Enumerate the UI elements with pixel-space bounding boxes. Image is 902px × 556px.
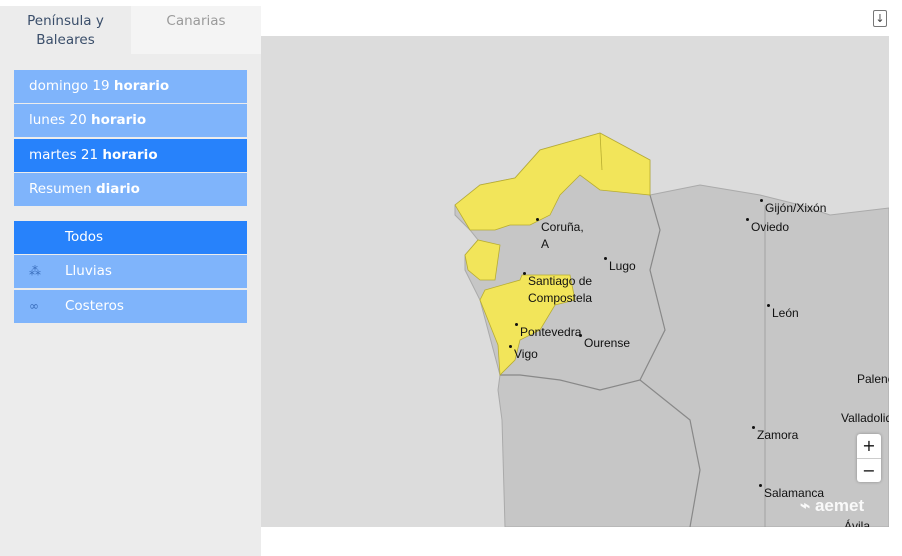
city-label: Vigo <box>509 345 538 361</box>
city-label: Salamanca <box>758 484 825 500</box>
day-label: lunes 20 <box>29 112 87 128</box>
city-label: Palencia <box>857 372 889 386</box>
zoom-in-button[interactable]: + <box>862 436 876 455</box>
day-label: martes 21 <box>29 147 99 163</box>
rain-icon: ⁂ <box>29 264 41 278</box>
phenomenon-label: Lluvias <box>65 263 112 279</box>
scroll-area <box>889 36 902 527</box>
phenomenon-todos[interactable]: Todos <box>14 221 247 254</box>
city-label: Gijón/Xixón <box>759 199 827 215</box>
logo-text: aemet <box>814 496 865 515</box>
city-label: Zamora <box>751 426 799 442</box>
warning-map[interactable] <box>261 36 889 527</box>
summary-daily[interactable]: Resumen diario <box>14 173 247 206</box>
city-label: Pontevedra <box>514 323 582 339</box>
day-mode: horario <box>90 112 147 128</box>
city-label: Santiago de Compostela <box>523 272 598 307</box>
border-line <box>639 379 701 527</box>
zoom-out-button[interactable]: − <box>857 458 881 482</box>
aemet-logo: ⌁ aemet <box>800 496 865 515</box>
day-lunes-20[interactable]: lunes 20 horario <box>14 104 247 137</box>
coastal-icon: ∞ <box>29 299 39 313</box>
day-label: Resumen <box>29 181 92 197</box>
phenomenon-label: Costeros <box>65 298 124 314</box>
day-mode: diario <box>95 181 140 197</box>
day-martes-21[interactable]: martes 21 horario <box>14 139 247 172</box>
city-label: Lugo <box>604 257 636 273</box>
city-label: Ourense <box>578 334 631 350</box>
city-label: Valladolid <box>841 411 889 425</box>
phenomenon-label: Todos <box>65 229 104 245</box>
tab-canarias[interactable]: Canarias <box>131 6 261 54</box>
city-label: Ávila <box>844 519 871 527</box>
city-label: Coruña, A <box>536 218 591 253</box>
phenomenon-lluvias[interactable]: ⁂ Lluvias <box>14 255 247 288</box>
zoom-control: + − <box>857 434 881 482</box>
day-label: domingo 19 <box>29 78 110 94</box>
city-label: Oviedo <box>745 218 790 234</box>
warning-area-coast <box>464 239 501 281</box>
city-label: León <box>767 304 799 320</box>
day-domingo-19[interactable]: domingo 19 horario <box>14 70 247 103</box>
warning-area-pontevedra <box>479 274 576 376</box>
map-graphic <box>454 132 889 527</box>
phenomenon-costeros[interactable]: ∞ Costeros <box>14 290 247 323</box>
tab-peninsula-baleares[interactable]: Península y Baleares <box>0 6 131 54</box>
download-icon[interactable]: ↓ <box>873 10 887 27</box>
day-mode: horario <box>113 78 170 94</box>
day-mode: horario <box>102 147 158 163</box>
